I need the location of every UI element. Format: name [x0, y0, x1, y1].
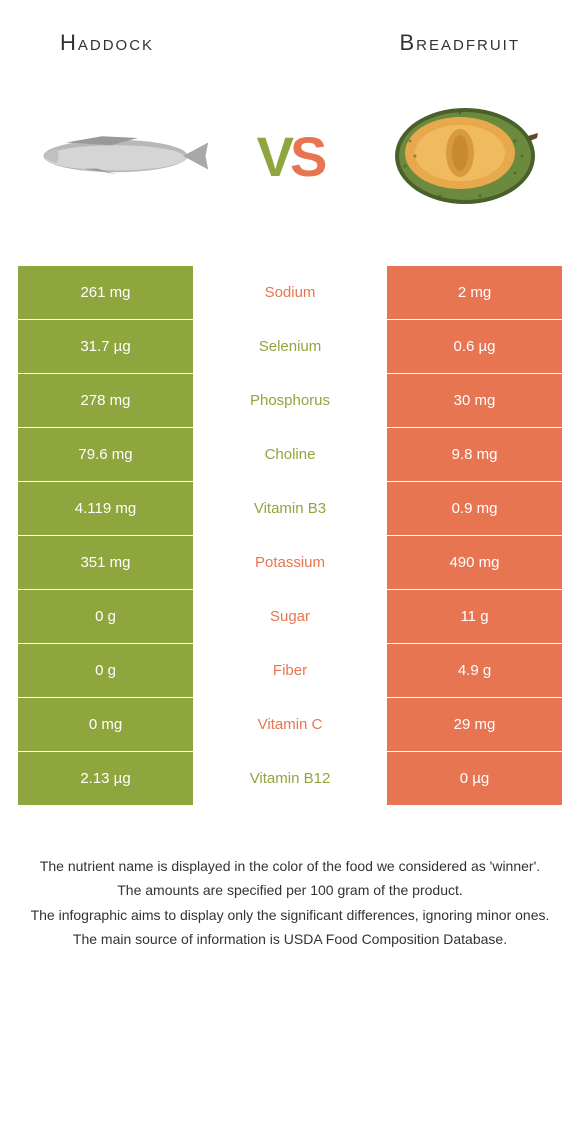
value-right: 490 mg — [387, 536, 562, 589]
footer-line-4: The main source of information is USDA F… — [25, 928, 555, 950]
value-left: 31.7 µg — [18, 320, 193, 373]
nutrient-row: 351 mgPotassium490 mg — [18, 535, 562, 589]
vs-s: S — [290, 125, 323, 188]
nutrient-label: Phosphorus — [193, 374, 387, 427]
haddock-image — [30, 96, 210, 216]
value-right: 2 mg — [387, 266, 562, 319]
title-left: Haddock — [60, 30, 154, 56]
value-left: 4.119 mg — [18, 482, 193, 535]
value-left: 0 g — [18, 644, 193, 697]
value-left: 2.13 µg — [18, 752, 193, 805]
breadfruit-icon — [380, 101, 540, 211]
nutrient-row: 31.7 µgSelenium0.6 µg — [18, 319, 562, 373]
nutrient-label: Sodium — [193, 266, 387, 319]
fish-icon — [30, 126, 210, 186]
footer-line-2: The amounts are specified per 100 gram o… — [25, 879, 555, 901]
nutrient-table: 261 mgSodium2 mg31.7 µgSelenium0.6 µg278… — [18, 266, 562, 805]
nutrient-label: Fiber — [193, 644, 387, 697]
nutrient-row: 0 mgVitamin C29 mg — [18, 697, 562, 751]
value-right: 30 mg — [387, 374, 562, 427]
value-left: 278 mg — [18, 374, 193, 427]
value-right: 0.9 mg — [387, 482, 562, 535]
nutrient-label: Sugar — [193, 590, 387, 643]
value-left: 261 mg — [18, 266, 193, 319]
nutrient-row: 4.119 mgVitamin B30.9 mg — [18, 481, 562, 535]
images-row: VS — [0, 76, 580, 266]
value-right: 0 µg — [387, 752, 562, 805]
vs-v: V — [257, 125, 290, 188]
value-left: 351 mg — [18, 536, 193, 589]
value-right: 9.8 mg — [387, 428, 562, 481]
nutrient-label: Choline — [193, 428, 387, 481]
value-left: 79.6 mg — [18, 428, 193, 481]
nutrient-label: Vitamin C — [193, 698, 387, 751]
nutrient-row: 79.6 mgCholine9.8 mg — [18, 427, 562, 481]
nutrient-row: 261 mgSodium2 mg — [18, 266, 562, 319]
breadfruit-image — [370, 96, 550, 216]
value-left: 0 g — [18, 590, 193, 643]
nutrient-label: Selenium — [193, 320, 387, 373]
value-right: 29 mg — [387, 698, 562, 751]
footer-line-1: The nutrient name is displayed in the co… — [25, 855, 555, 877]
vs-label: VS — [257, 124, 324, 189]
value-right: 0.6 µg — [387, 320, 562, 373]
value-right: 11 g — [387, 590, 562, 643]
footer-line-3: The infographic aims to display only the… — [25, 904, 555, 926]
nutrient-label: Vitamin B12 — [193, 752, 387, 805]
header: Haddock Breadfruit — [0, 0, 580, 76]
footer-notes: The nutrient name is displayed in the co… — [0, 805, 580, 973]
title-right: Breadfruit — [399, 30, 520, 56]
nutrient-row: 2.13 µgVitamin B120 µg — [18, 751, 562, 805]
value-left: 0 mg — [18, 698, 193, 751]
nutrient-label: Vitamin B3 — [193, 482, 387, 535]
value-right: 4.9 g — [387, 644, 562, 697]
nutrient-row: 0 gSugar11 g — [18, 589, 562, 643]
nutrient-row: 278 mgPhosphorus30 mg — [18, 373, 562, 427]
nutrient-label: Potassium — [193, 536, 387, 589]
nutrient-row: 0 gFiber4.9 g — [18, 643, 562, 697]
